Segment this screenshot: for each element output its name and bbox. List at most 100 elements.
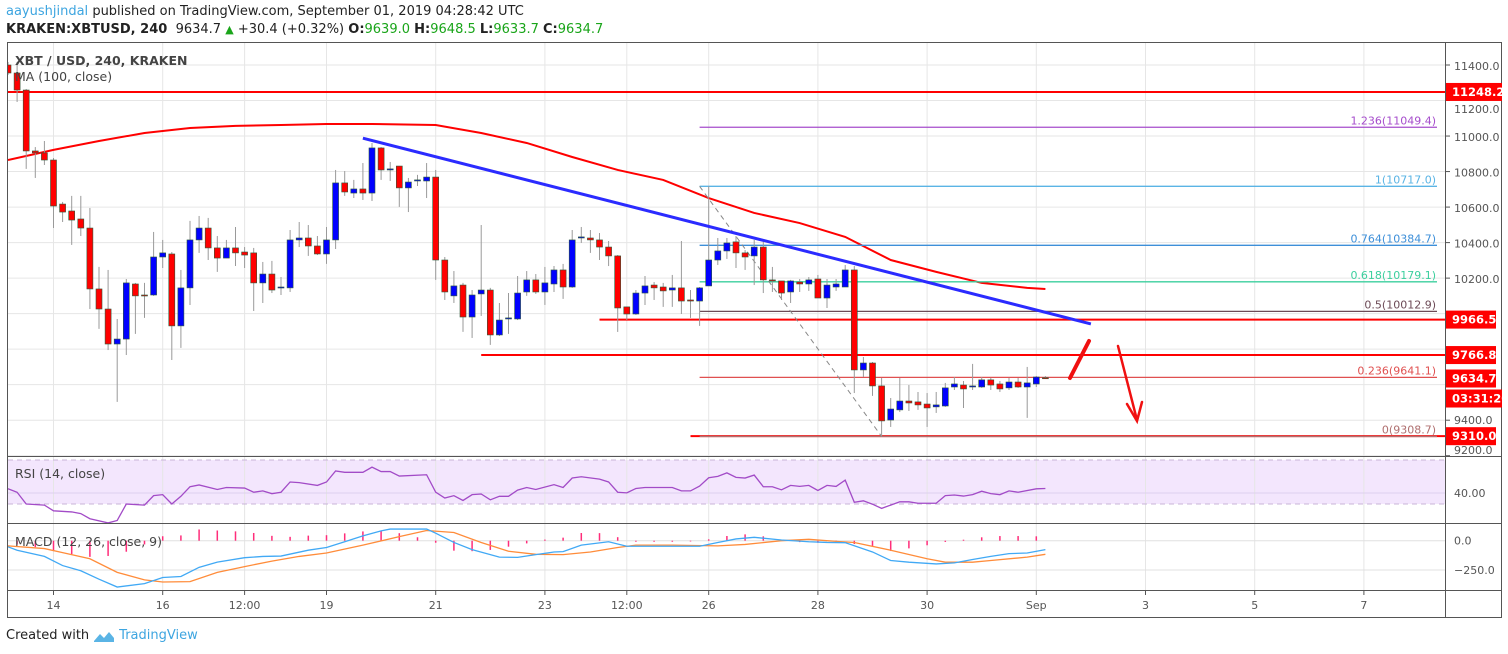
ma-legend: MA (100, close): [15, 69, 112, 84]
candle-body: [377, 147, 385, 171]
rsi-line: [7, 466, 1046, 524]
x-tick-label: Sep: [1026, 599, 1047, 612]
candle-body: [860, 362, 867, 371]
candle-body: [41, 152, 48, 161]
candle: [304, 225, 312, 256]
candle: [614, 255, 622, 332]
rsi-pane[interactable]: [7, 466, 1046, 524]
candle-body: [1042, 377, 1049, 380]
y-tick-label: 11000.0: [1454, 131, 1500, 144]
candle: [532, 274, 540, 294]
up-triangle-icon: ▲: [225, 23, 234, 36]
candle: [687, 290, 694, 318]
candle-body: [568, 239, 576, 288]
candle: [95, 266, 103, 329]
rsi-tick-label: 40.00: [1454, 487, 1486, 500]
fib-level-label: 0.236(9641.1): [1357, 364, 1436, 377]
candle: [814, 274, 822, 299]
candle-body: [277, 286, 285, 289]
candle-body: [323, 239, 330, 255]
macd-tick-label: −250.0: [1454, 564, 1495, 577]
candle-body: [778, 280, 785, 294]
candle-body: [750, 246, 758, 257]
candle-body: [505, 317, 512, 320]
author-link[interactable]: aayushjindal: [6, 4, 89, 19]
last-price: 9634.7: [175, 22, 222, 37]
red-arrow-up-drawing: [1068, 339, 1091, 380]
candle-body: [386, 168, 394, 171]
candle: [113, 318, 121, 402]
price-pane[interactable]: 1.236(11049.4) 1(10717.0) 0.764(10384.7) 0.…: [5, 61, 1445, 438]
candle-body: [132, 283, 139, 297]
candle: [659, 282, 667, 307]
candle: [405, 177, 412, 213]
ma100-line: [8, 122, 1046, 290]
candle: [714, 237, 722, 265]
candle-body: [295, 237, 303, 241]
candle-body: [113, 338, 121, 345]
level-price-tag: 9310.0: [1452, 429, 1496, 443]
fib-level-label: 0(9308.7): [1382, 423, 1436, 436]
candle-body: [168, 253, 176, 327]
candle-body: [741, 252, 749, 258]
candle: [650, 282, 658, 300]
candle: [295, 221, 303, 248]
candle: [778, 280, 785, 300]
candle-body: [459, 284, 467, 318]
candle-body: [1023, 382, 1031, 388]
candle: [168, 252, 176, 360]
candle: [31, 147, 39, 178]
candle-body: [214, 247, 221, 259]
candle-body: [632, 292, 640, 315]
candle: [514, 275, 521, 321]
candle: [696, 287, 703, 326]
candle: [86, 207, 94, 310]
candle-body: [905, 400, 913, 404]
macd-legend: MACD (12, 26, close, 9): [15, 534, 162, 549]
candle: [77, 195, 85, 237]
candle-body: [623, 306, 631, 315]
candle-body: [759, 246, 767, 281]
open-value: 9639.0: [364, 22, 411, 37]
candle: [705, 186, 713, 287]
x-tick-label: 28: [811, 599, 825, 612]
candle: [441, 256, 449, 300]
x-tick-label: 5: [1251, 599, 1258, 612]
candle: [1023, 366, 1031, 418]
candle-body: [414, 179, 421, 182]
symbol-name: KRAKEN:XBTUSD, 240: [6, 22, 168, 37]
candle: [132, 282, 139, 334]
candle-body: [304, 237, 312, 247]
candle-body: [177, 287, 185, 327]
x-tick-label: 7: [1360, 599, 1367, 612]
y-tick-label: 11400.0: [1454, 60, 1500, 73]
candle-body: [204, 227, 212, 249]
candle: [550, 266, 558, 292]
candle-body: [332, 182, 339, 241]
candle: [59, 201, 66, 222]
candle: [8, 61, 12, 75]
candle-body: [532, 279, 540, 293]
tradingview-link[interactable]: TradingView: [119, 628, 198, 643]
candle-body: [996, 383, 1004, 390]
candle: [559, 263, 567, 299]
candle-body: [614, 255, 622, 309]
candle-body: [605, 246, 612, 257]
candle: [505, 293, 512, 334]
candle: [22, 88, 30, 169]
fib-level-label: 0.764(10384.7): [1350, 232, 1436, 245]
macd-pane[interactable]: [7, 528, 1046, 588]
candle-body: [477, 289, 485, 295]
candle-body: [951, 383, 958, 388]
candle: [268, 260, 276, 294]
chart-title: XBT / USD, 240, KRAKEN: [15, 53, 187, 68]
fib-level-label: 1(10717.0): [1375, 173, 1436, 186]
candle: [850, 266, 858, 394]
candle: [759, 239, 767, 294]
x-tick-label: 21: [429, 599, 443, 612]
candle: [841, 264, 849, 288]
axes: 14 16 12:00 19 21 23 12:00 26 28 30 Sep 3 5 7 11400.0 1…: [47, 60, 1500, 612]
rsi-legend: RSI (14, close): [15, 466, 105, 481]
candle-body: [814, 278, 822, 299]
